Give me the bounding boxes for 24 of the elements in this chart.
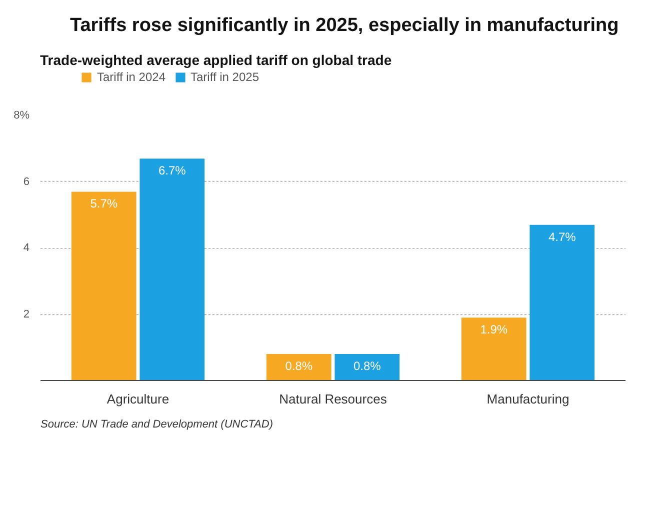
- bar: [334, 354, 400, 380]
- x-tick-label: Manufacturing: [486, 391, 570, 406]
- y-tick-label: 6: [23, 176, 30, 188]
- y-tick-label: 2: [23, 308, 30, 320]
- data-label: 6.7%: [158, 163, 186, 178]
- data-label: 0.8%: [353, 358, 382, 373]
- bar: [461, 317, 526, 380]
- bar: [140, 158, 205, 380]
- chart-subtitle: Trade-weighted average applied tariff on global trade: [40, 50, 392, 70]
- bar: [530, 224, 595, 380]
- legend-label: Tariff in 2024: [97, 70, 166, 84]
- x-tick-label: Agriculture: [106, 391, 170, 406]
- data-label: 0.8%: [285, 358, 313, 373]
- data-label: 5.7%: [90, 196, 118, 210]
- bar: [266, 354, 332, 380]
- y-tick-label: 4: [23, 242, 30, 254]
- chart-title: Tariffs rose significantly in 2025, especially in manufacturing: [70, 14, 619, 38]
- source-note: Source: UN Trade and Development (UNCTAD): [40, 418, 274, 430]
- data-label: 4.7%: [548, 230, 576, 244]
- legend-label: Tariff in 2025: [190, 70, 259, 84]
- data-label: 1.9%: [480, 322, 508, 336]
- x-tick-label: Natural Resources: [279, 391, 388, 406]
- y-tick-label: 8%: [14, 109, 30, 122]
- bar: [71, 191, 136, 380]
